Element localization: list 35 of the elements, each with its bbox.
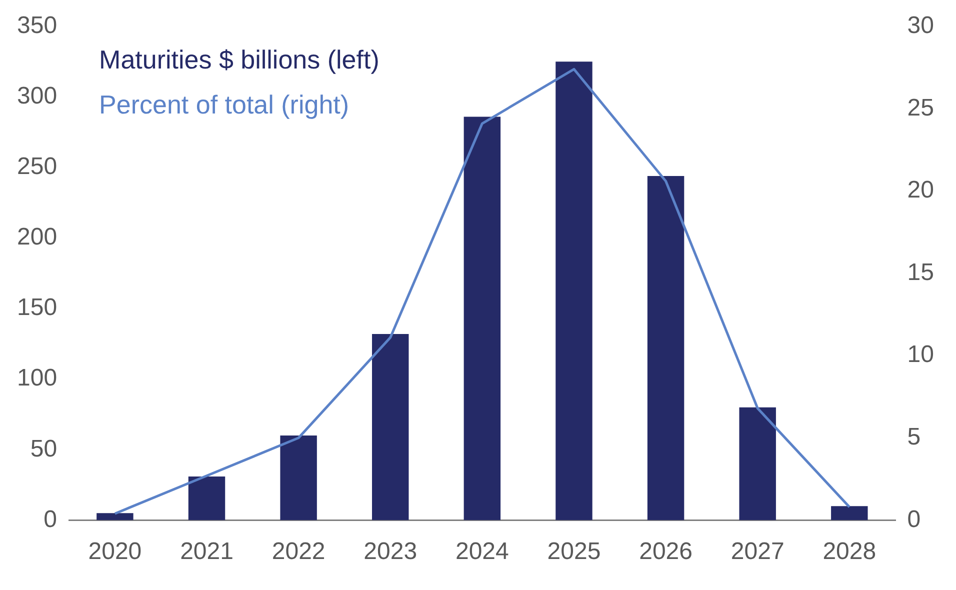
y2-tick-label: 20	[907, 176, 934, 204]
x-tick-label: 2023	[364, 538, 418, 566]
y-tick-label: 250	[16, 153, 58, 180]
y2-tick-label: 10	[907, 341, 934, 368]
bar	[188, 476, 226, 520]
x-tick-label: 2022	[272, 538, 326, 566]
y-tick-label: 350	[16, 12, 58, 40]
bar	[372, 334, 409, 520]
y-tick-label: 100	[16, 364, 58, 392]
x-tick-label: 2021	[180, 538, 234, 566]
x-tick-label: 2025	[547, 538, 601, 566]
bar	[464, 116, 501, 520]
text: Percent of total (right)	[99, 90, 350, 120]
x-tick-label: 2024	[455, 538, 509, 566]
bar	[831, 506, 868, 520]
y-tick-label: 300	[16, 82, 58, 110]
y-tick-label: 200	[16, 224, 58, 251]
y-tick-label: 0	[44, 506, 58, 533]
bar	[280, 436, 317, 520]
y2-tick-label: 30	[907, 12, 934, 40]
x-tick-label: 2027	[730, 538, 784, 566]
bar	[96, 513, 134, 520]
bar	[739, 407, 776, 520]
bar	[556, 62, 592, 520]
y2-tick-label: 15	[907, 258, 934, 286]
y2-tick-label: 0	[907, 506, 921, 533]
x-tick-label: 2026	[639, 538, 692, 566]
y-tick-label: 50	[30, 435, 58, 462]
bar	[647, 176, 684, 520]
x-tick-label: 2028	[822, 538, 876, 566]
x-tick-label: 2020	[88, 538, 142, 566]
y2-tick-label: 5	[907, 424, 921, 451]
y-tick-label: 150	[16, 294, 58, 322]
y2-tick-label: 25	[907, 94, 934, 122]
text: Maturities $ billions (left)	[99, 44, 380, 75]
